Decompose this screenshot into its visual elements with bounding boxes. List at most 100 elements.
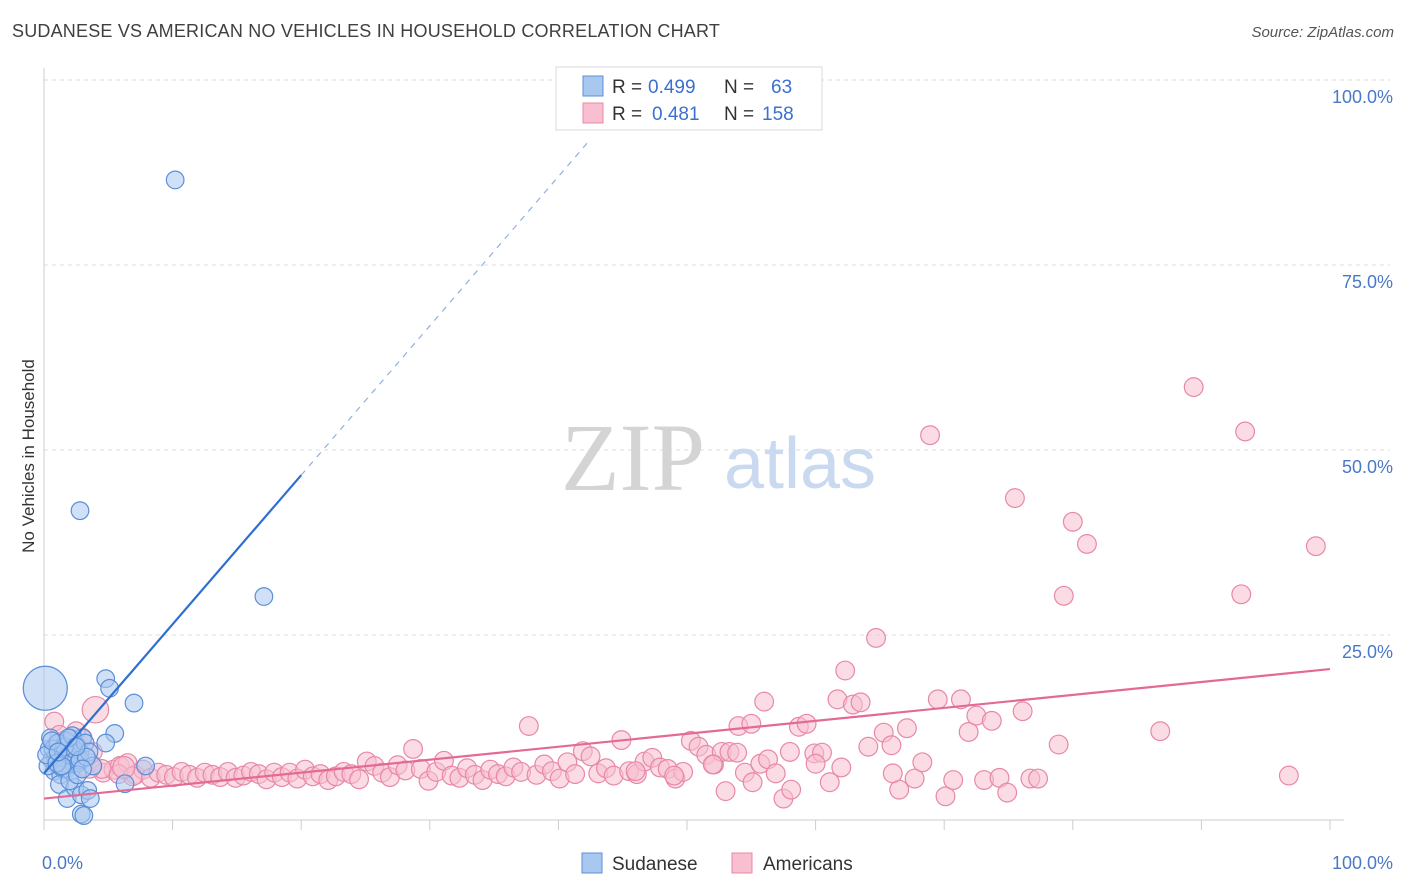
sudanese-point [66, 737, 86, 757]
americans-point [997, 782, 1018, 803]
chart-title: SUDANESE VS AMERICAN NO VEHICLES IN HOUS… [12, 21, 721, 41]
bottom-legend-americans: Americans [763, 854, 853, 875]
americans-point [1305, 536, 1326, 557]
americans-point [741, 713, 762, 734]
americans-point [702, 754, 723, 775]
americans-point [858, 736, 879, 757]
sudanese-point [48, 742, 68, 762]
americans-point [1278, 765, 1299, 786]
americans-point [1004, 488, 1025, 509]
legend-r-value-2: 0.481 [652, 104, 700, 125]
americans-point [1231, 584, 1252, 605]
americans-point [920, 425, 941, 446]
bottom-legend-swatch-sudanese [581, 852, 603, 874]
americans-point [781, 779, 802, 800]
americans-point [779, 741, 800, 762]
bottom-legend-sudanese: Sudanese [612, 854, 698, 875]
sudanese-point [73, 759, 92, 779]
americans-point [403, 739, 424, 759]
americans-point [565, 764, 586, 785]
tick-labels: 100.0% 75.0% 50.0% 25.0% 0.0% 100.0% [42, 87, 1393, 873]
americans-point [1048, 734, 1069, 755]
bottom-legend: Sudanese Americans [581, 852, 853, 875]
americans-point [580, 746, 601, 767]
sudanese-point [136, 756, 155, 776]
americans-point [664, 765, 685, 786]
americans-point [1150, 721, 1171, 742]
americans-point [927, 689, 948, 710]
legend-r-label-1: R = [612, 77, 642, 98]
source-label: Source: ZipAtlas.com [1251, 24, 1394, 41]
americans-point [904, 768, 925, 789]
americans-point [943, 770, 964, 790]
americans-point [1076, 534, 1097, 554]
americans-point [742, 772, 763, 793]
americans-point [981, 710, 1002, 731]
watermark-zip: ZIP [561, 404, 705, 511]
americans-point [518, 716, 539, 736]
legend-swatch-americans [582, 102, 604, 124]
sudanese-point [100, 678, 119, 698]
sudanese-point [74, 806, 94, 825]
americans-point [1053, 585, 1074, 606]
americans-point [850, 692, 871, 713]
legend-n-value-2: 158 [762, 104, 794, 125]
legend-box: R = 0.499 N = 63 R = 0.481 N = 158 [555, 66, 823, 131]
americans-point [81, 695, 110, 724]
americans-point [805, 753, 826, 774]
americans-point [881, 735, 902, 756]
legend-n-label-2: N = [724, 104, 754, 125]
americans-trendline [43, 667, 1331, 800]
americans-point [1183, 377, 1204, 398]
americans-point [912, 752, 933, 773]
americans-point [866, 628, 886, 648]
watermark: ZIP atlas [561, 404, 876, 511]
sudanese-point [70, 501, 90, 521]
legend-r-value-1: 0.499 [648, 77, 696, 98]
legend-swatch-sudanese [582, 75, 604, 97]
y-axis-label: No Vehicles in Household [19, 359, 38, 553]
watermark-atlas: atlas [724, 424, 876, 504]
americans-point [1012, 701, 1033, 722]
americans-point [831, 757, 852, 778]
americans-point [1235, 421, 1256, 442]
sudanese-trendline [43, 474, 303, 775]
americans-point [882, 763, 903, 784]
americans-point [349, 769, 370, 790]
trendlines [43, 138, 1331, 800]
americans-point [727, 742, 748, 763]
americans-point [950, 689, 971, 710]
americans-point [835, 660, 856, 681]
americans-point [796, 713, 817, 734]
legend-n-value-1: 63 [771, 77, 792, 98]
sudanese-point [115, 774, 135, 794]
sudanese-point [124, 693, 144, 713]
sudanese-point [96, 733, 116, 753]
legend-n-label-1: N = [724, 77, 754, 98]
bottom-legend-swatch-americans [731, 852, 753, 874]
sudanese-trendline-extension [300, 138, 592, 476]
americans-point [1062, 511, 1083, 532]
americans-point [625, 761, 646, 782]
americans-point [896, 718, 917, 739]
sudanese-point [254, 587, 274, 606]
americans-point [765, 763, 786, 784]
y-tick-label: 25.0% [1342, 642, 1393, 662]
americans-point [935, 786, 956, 807]
americans-point [715, 781, 736, 802]
sudanese-points [22, 170, 274, 825]
y-tick-label: 100.0% [1332, 87, 1393, 107]
sudanese-point [165, 170, 185, 190]
y-tick-label: 50.0% [1342, 457, 1393, 477]
gridlines [44, 79, 1390, 636]
x-tick-label-min: 0.0% [42, 853, 83, 873]
legend-r-label-2: R = [612, 104, 642, 125]
americans-point [958, 721, 979, 742]
sudanese-point [22, 665, 68, 711]
y-tick-label: 75.0% [1342, 272, 1393, 292]
americans-point [754, 691, 775, 712]
americans-point [819, 772, 840, 793]
americans-point [1028, 768, 1049, 789]
x-tick-label-max: 100.0% [1332, 853, 1393, 873]
